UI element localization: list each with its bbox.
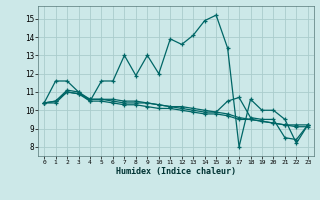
X-axis label: Humidex (Indice chaleur): Humidex (Indice chaleur) [116, 167, 236, 176]
